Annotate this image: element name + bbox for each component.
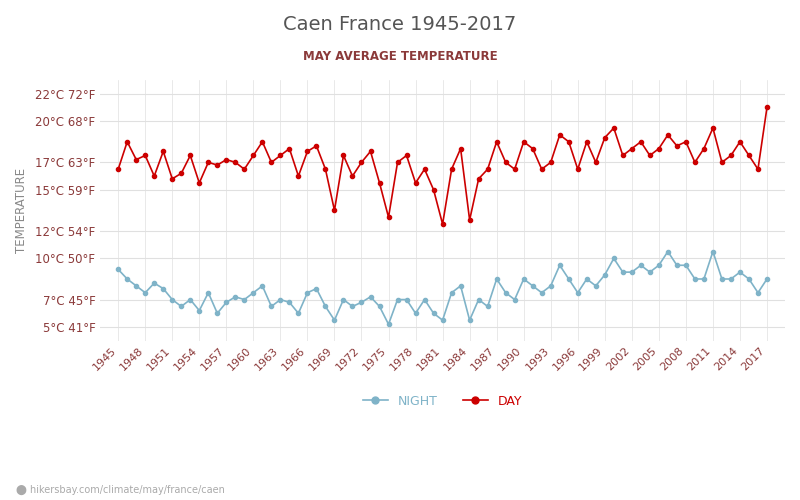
Y-axis label: TEMPERATURE: TEMPERATURE: [15, 168, 28, 253]
Text: ⬤ hikersbay.com/climate/may/france/caen: ⬤ hikersbay.com/climate/may/france/caen: [16, 485, 225, 495]
Text: MAY AVERAGE TEMPERATURE: MAY AVERAGE TEMPERATURE: [302, 50, 498, 63]
Text: Caen France 1945-2017: Caen France 1945-2017: [283, 15, 517, 34]
Legend: NIGHT, DAY: NIGHT, DAY: [358, 390, 527, 412]
